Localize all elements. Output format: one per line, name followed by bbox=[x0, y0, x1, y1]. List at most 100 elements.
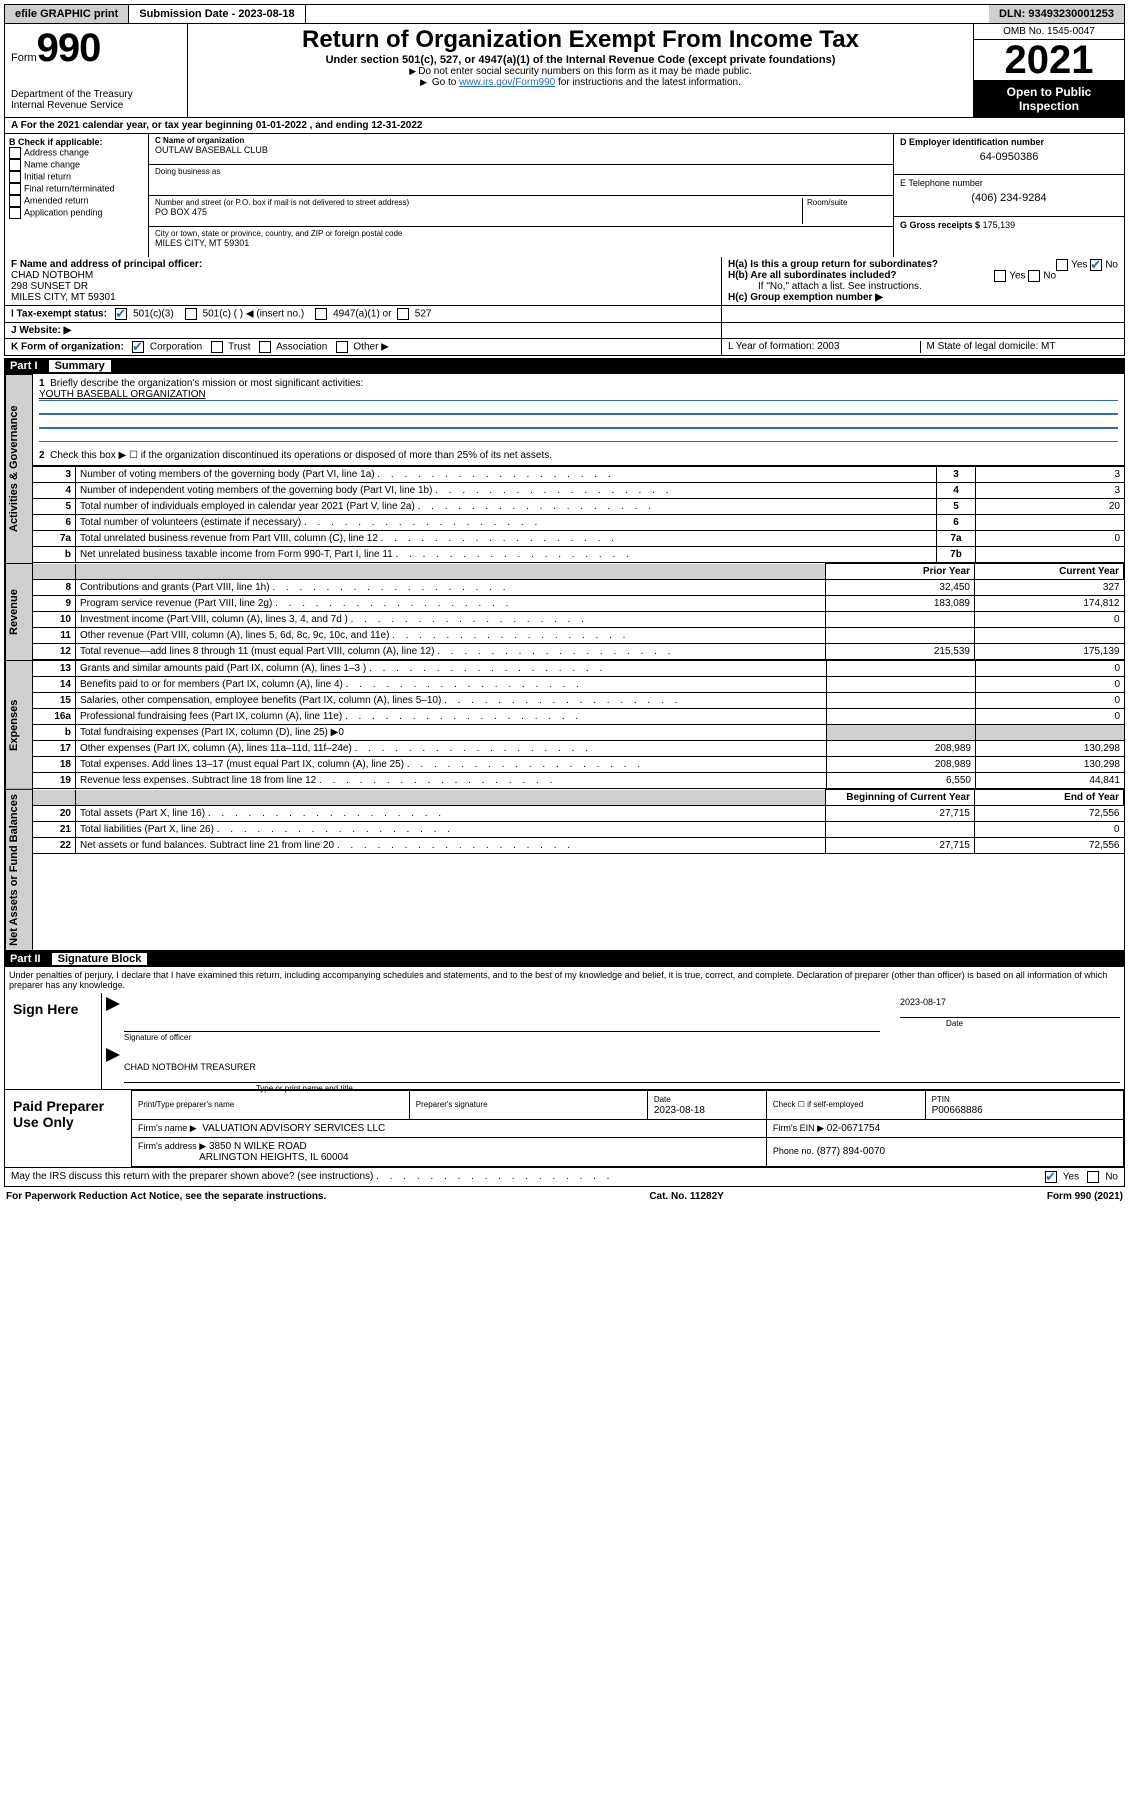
checkbox-ha-no[interactable] bbox=[1090, 259, 1102, 271]
row-a-tax-year: A For the 2021 calendar year, or tax yea… bbox=[4, 118, 1125, 134]
table-row: 22Net assets or fund balances. Subtract … bbox=[33, 838, 1124, 854]
line-label: Net assets or fund balances. Subtract li… bbox=[76, 838, 826, 854]
checkbox-application-pending[interactable] bbox=[9, 207, 21, 219]
line-num: b bbox=[33, 725, 76, 741]
prior-year-value: 208,989 bbox=[827, 757, 976, 773]
firm-addr-label: Firm's address ▶ bbox=[138, 1141, 206, 1151]
name-label: C Name of organization bbox=[155, 136, 887, 145]
table-row: 6Total number of volunteers (estimate if… bbox=[33, 515, 1124, 531]
line-label: Total number of volunteers (estimate if … bbox=[76, 515, 937, 531]
opt-other: Other ▶ bbox=[353, 342, 388, 353]
line-num: 5 bbox=[33, 499, 76, 515]
efile-label[interactable]: efile GRAPHIC print bbox=[5, 5, 129, 23]
arrow-icon bbox=[409, 66, 418, 77]
line-label: Salaries, other compensation, employee b… bbox=[76, 693, 827, 709]
boc-header: Beginning of Current Year bbox=[826, 790, 975, 806]
col-d-ein-phone: D Employer identification number 64-0950… bbox=[893, 134, 1124, 257]
gross-value: 175,139 bbox=[983, 220, 1016, 230]
line-label: Total liabilities (Part X, line 26) bbox=[76, 822, 826, 838]
officer-name: CHAD NOTBOHM bbox=[11, 270, 715, 281]
checkbox-corp[interactable] bbox=[132, 341, 144, 353]
checkbox-hb-no[interactable] bbox=[1028, 270, 1040, 282]
sig-date: 2023-08-17 bbox=[900, 997, 946, 1007]
line-label: Revenue less expenses. Subtract line 18 … bbox=[76, 773, 827, 789]
checkbox-other[interactable] bbox=[336, 341, 348, 353]
table-row: bNet unrelated business taxable income f… bbox=[33, 547, 1124, 563]
current-year-value: 44,841 bbox=[976, 773, 1125, 789]
current-year-value: 72,556 bbox=[975, 806, 1124, 822]
may-irs-text: May the IRS discuss this return with the… bbox=[11, 1171, 373, 1182]
checkbox-assoc[interactable] bbox=[259, 341, 271, 353]
form-header: Form990 Department of the Treasury Inter… bbox=[4, 24, 1125, 118]
checkbox-trust[interactable] bbox=[211, 341, 223, 353]
room-suite-label: Room/suite bbox=[802, 198, 887, 224]
prior-year-value bbox=[827, 677, 976, 693]
no-label: No bbox=[1105, 260, 1118, 271]
current-year-value bbox=[975, 628, 1124, 644]
line-box: 5 bbox=[937, 499, 976, 515]
tab-revenue: Revenue bbox=[5, 563, 33, 660]
no-label: No bbox=[1043, 271, 1056, 282]
org-address: PO BOX 475 bbox=[155, 207, 802, 217]
firm-phone-label: Phone no. bbox=[773, 1146, 814, 1156]
prior-year-value: 208,989 bbox=[827, 741, 976, 757]
instructions-link[interactable]: www.irs.gov/Form990 bbox=[459, 77, 555, 88]
firm-name: VALUATION ADVISORY SERVICES LLC bbox=[202, 1123, 385, 1134]
tax-status-label: I Tax-exempt status: bbox=[11, 309, 107, 320]
governance-table: 3Number of voting members of the governi… bbox=[33, 466, 1124, 563]
mission-blank-line bbox=[39, 428, 1118, 442]
expenses-table: 13Grants and similar amounts paid (Part … bbox=[33, 660, 1124, 789]
arrow-icon bbox=[420, 77, 429, 88]
current-year-value: 130,298 bbox=[976, 757, 1125, 773]
line-label: Total fundraising expenses (Part IX, col… bbox=[76, 725, 827, 741]
note-ssn: Do not enter social security numbers on … bbox=[418, 66, 751, 77]
sig-date-caption: Date bbox=[946, 1019, 963, 1028]
line-label: Total expenses. Add lines 13–17 (must eq… bbox=[76, 757, 827, 773]
checkbox-501c[interactable] bbox=[185, 308, 197, 320]
checkbox-501c3[interactable] bbox=[115, 308, 127, 320]
checkbox-name-change[interactable] bbox=[9, 159, 21, 171]
irs-label: Internal Revenue Service bbox=[11, 100, 181, 111]
checkbox-irs-no[interactable] bbox=[1087, 1171, 1099, 1183]
checkbox-initial-return[interactable] bbox=[9, 171, 21, 183]
current-year-value: 0 bbox=[975, 822, 1124, 838]
line-label: Other revenue (Part VIII, column (A), li… bbox=[76, 628, 826, 644]
line-num: 7a bbox=[33, 531, 76, 547]
line-label: Contributions and grants (Part VIII, lin… bbox=[76, 580, 826, 596]
checkbox-hb-yes[interactable] bbox=[994, 270, 1006, 282]
part2-title: Signature Block bbox=[52, 953, 148, 965]
h-a-label: H(a) Is this a group return for subordin… bbox=[728, 259, 938, 270]
arrow-icon bbox=[106, 997, 120, 1011]
checkbox-irs-yes[interactable] bbox=[1045, 1171, 1057, 1183]
line-num: 22 bbox=[33, 838, 76, 854]
table-row: 4Number of independent voting members of… bbox=[33, 483, 1124, 499]
checkbox-527[interactable] bbox=[397, 308, 409, 320]
table-row: 20Total assets (Part X, line 16) 27,7157… bbox=[33, 806, 1124, 822]
part1-label: Part I bbox=[10, 360, 38, 372]
checkbox-amended[interactable] bbox=[9, 195, 21, 207]
sign-here-block: Sign Here Signature of officer 2023-08-1… bbox=[4, 993, 1125, 1090]
current-year-value: 0 bbox=[976, 693, 1125, 709]
ptin-label: PTIN bbox=[932, 1095, 950, 1104]
line-num: 10 bbox=[33, 612, 76, 628]
checkbox-address-change[interactable] bbox=[9, 147, 21, 159]
line-value: 20 bbox=[976, 499, 1125, 515]
line-label: Total revenue—add lines 8 through 11 (mu… bbox=[76, 644, 826, 660]
city-label: City or town, state or province, country… bbox=[155, 229, 887, 238]
table-row: 9Program service revenue (Part VIII, lin… bbox=[33, 596, 1124, 612]
row-i-tax-status: I Tax-exempt status: 501(c)(3) 501(c) ( … bbox=[4, 306, 1125, 323]
line-num: 11 bbox=[33, 628, 76, 644]
phone-label: E Telephone number bbox=[900, 178, 1118, 188]
firm-addr1: 3850 N WILKE ROAD bbox=[209, 1141, 307, 1152]
h-c-label: H(c) Group exemption number ▶ bbox=[728, 292, 883, 303]
table-row: 14Benefits paid to or for members (Part … bbox=[33, 677, 1124, 693]
current-year-value: 130,298 bbox=[976, 741, 1125, 757]
checkbox-4947[interactable] bbox=[315, 308, 327, 320]
opt-527: 527 bbox=[415, 309, 432, 320]
officer-addr1: 298 SUNSET DR bbox=[11, 281, 715, 292]
officer-name-title: CHAD NOTBOHM TREASURER bbox=[124, 1062, 256, 1072]
checkbox-final-return[interactable] bbox=[9, 183, 21, 195]
paid-preparer-block: Paid Preparer Use Only Print/Type prepar… bbox=[4, 1090, 1125, 1168]
line-label: Professional fundraising fees (Part IX, … bbox=[76, 709, 827, 725]
checkbox-ha-yes[interactable] bbox=[1056, 259, 1068, 271]
